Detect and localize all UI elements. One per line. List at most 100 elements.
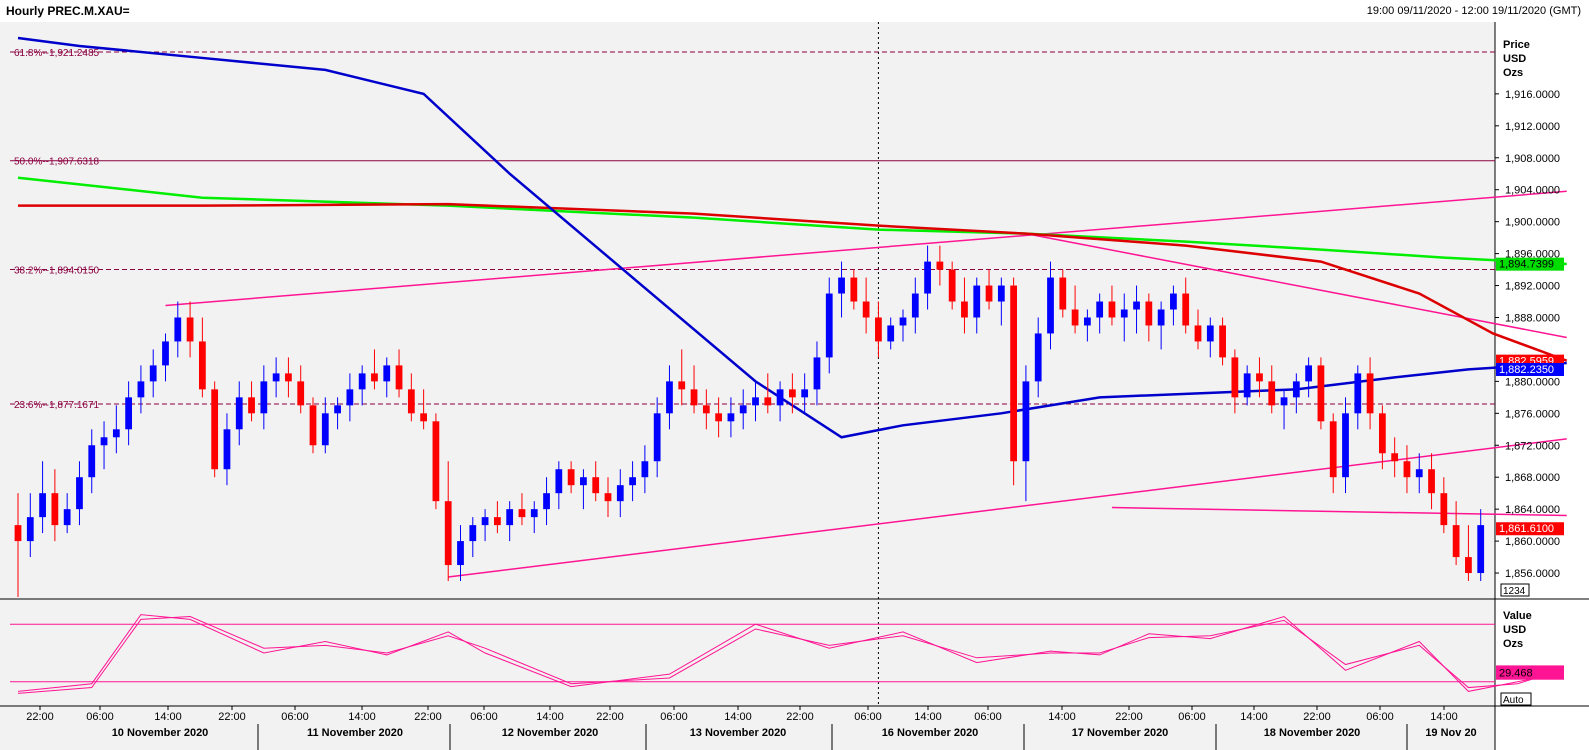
candle-body	[997, 285, 1005, 302]
time-hour-label: 06:00	[86, 711, 114, 723]
candle-body	[1145, 301, 1153, 326]
candle-body	[1182, 293, 1190, 326]
candle-body	[1465, 557, 1472, 574]
candle-body	[506, 509, 514, 526]
price-chart[interactable]: 61.8%--1,921.2485 50.0%--1,907.6318 38.2%-…	[0, 22, 1589, 750]
candle-body	[1403, 461, 1411, 478]
candle-body	[1329, 421, 1337, 478]
candle-body	[88, 445, 96, 478]
candle-body	[1059, 277, 1067, 310]
candle-body	[1415, 469, 1423, 478]
candle-body	[125, 397, 133, 430]
candle-body	[862, 301, 870, 318]
candle-body	[1280, 397, 1288, 406]
candle-body	[346, 389, 354, 406]
candle-body	[592, 477, 600, 494]
candle-body	[1256, 373, 1263, 382]
candle-body	[162, 341, 169, 366]
candle-body	[1206, 325, 1214, 342]
title-bar: Hourly PREC.M.XAU= 19:00 09/11/2020 - 12…	[0, 0, 1589, 23]
candle-body	[51, 493, 59, 526]
time-hour-label: 06:00	[974, 711, 1002, 723]
time-hour-label: 14:00	[536, 711, 564, 723]
candle-body	[739, 405, 747, 414]
candle-body	[420, 413, 428, 422]
price-tick-label: 1,908.0000	[1505, 153, 1560, 165]
auto-box[interactable]	[1500, 692, 1532, 706]
candle-body	[1120, 309, 1128, 318]
time-hour-label: 14:00	[1240, 711, 1268, 723]
time-date-label: 19 Nov 20	[1425, 727, 1476, 739]
candle-body	[285, 373, 292, 382]
time-hour-label: 14:00	[1048, 711, 1076, 723]
candle-body	[764, 397, 772, 406]
candle-body	[1108, 301, 1116, 318]
scale-box[interactable]	[1500, 583, 1530, 597]
trendline[interactable]	[165, 190, 1567, 307]
candle-body	[260, 381, 268, 414]
candle-body	[653, 413, 661, 462]
time-hour-label: 22:00	[414, 711, 442, 723]
candle-body	[407, 389, 415, 414]
candle-body	[26, 517, 34, 542]
price-tick-label: 1,856.0000	[1505, 568, 1560, 580]
price-tick-label: 1,900.0000	[1505, 217, 1560, 229]
price-badge-label: 1,882.2350	[1499, 364, 1554, 376]
time-hour-label: 14:00	[348, 711, 376, 723]
time-date-label: 17 November 2020	[1072, 727, 1169, 739]
instrument-title: Hourly PREC.M.XAU=	[6, 4, 130, 18]
price-tick-label: 1,876.0000	[1505, 408, 1560, 420]
candle-body	[1317, 365, 1325, 422]
time-hour-label: 22:00	[26, 711, 54, 723]
candle-body	[358, 373, 366, 390]
candle-body	[112, 429, 120, 438]
time-date-label: 18 November 2020	[1264, 727, 1361, 739]
candle-body	[813, 357, 821, 390]
candle-body	[39, 493, 46, 518]
candle-body	[211, 389, 219, 470]
time-date-label: 13 November 2020	[690, 727, 787, 739]
price-tick-label: 1,880.0000	[1505, 376, 1560, 388]
candle-body	[727, 413, 735, 422]
candle-body	[457, 541, 464, 566]
time-date-label: 10 November 2020	[112, 727, 209, 739]
candle-body	[395, 365, 403, 390]
candle-body	[334, 405, 341, 414]
candle-body	[1268, 381, 1276, 406]
candle-body	[604, 493, 612, 502]
time-date-label: 16 November 2020	[882, 727, 979, 739]
fib-level-label: 23.6%--1,877.1671	[14, 400, 100, 411]
trendline[interactable]	[448, 438, 1567, 578]
osc-axis-title: Ozs	[1503, 638, 1523, 650]
candle-body	[371, 373, 378, 382]
time-hour-label: 22:00	[1115, 711, 1143, 723]
candle-body	[321, 413, 329, 446]
osc-badge	[1496, 666, 1564, 680]
price-badge-label: 1,861.6100	[1499, 523, 1554, 535]
candle-body	[678, 381, 686, 390]
chart-background	[0, 22, 1589, 750]
candle-body	[100, 437, 108, 446]
candle-body	[875, 317, 882, 342]
trendline[interactable]	[1111, 506, 1567, 517]
time-hour-label: 22:00	[786, 711, 814, 723]
ma-fast-line	[17, 36, 1567, 439]
time-hour-label: 06:00	[281, 711, 309, 723]
axis-background	[1495, 22, 1589, 750]
time-hour-label: 22:00	[1303, 711, 1331, 723]
price-tick-label: 1,896.0000	[1505, 249, 1560, 261]
candle-body	[432, 421, 440, 502]
time-hour-label: 06:00	[660, 711, 688, 723]
candle-body	[543, 493, 550, 510]
candle-body	[469, 525, 477, 542]
candle-body	[1440, 493, 1448, 526]
trendline[interactable]	[1025, 232, 1567, 339]
candle-body	[493, 517, 501, 526]
candle-body	[973, 285, 981, 318]
price-tick-label: 1,892.0000	[1505, 281, 1560, 293]
candle-body	[1366, 373, 1374, 414]
candle-body	[702, 405, 710, 414]
price-axis-title: USD	[1503, 53, 1526, 65]
date-range: 19:00 09/11/2020 - 12:00 19/11/2020 (GMT…	[1366, 5, 1581, 17]
time-hour-label: 14:00	[154, 711, 182, 723]
